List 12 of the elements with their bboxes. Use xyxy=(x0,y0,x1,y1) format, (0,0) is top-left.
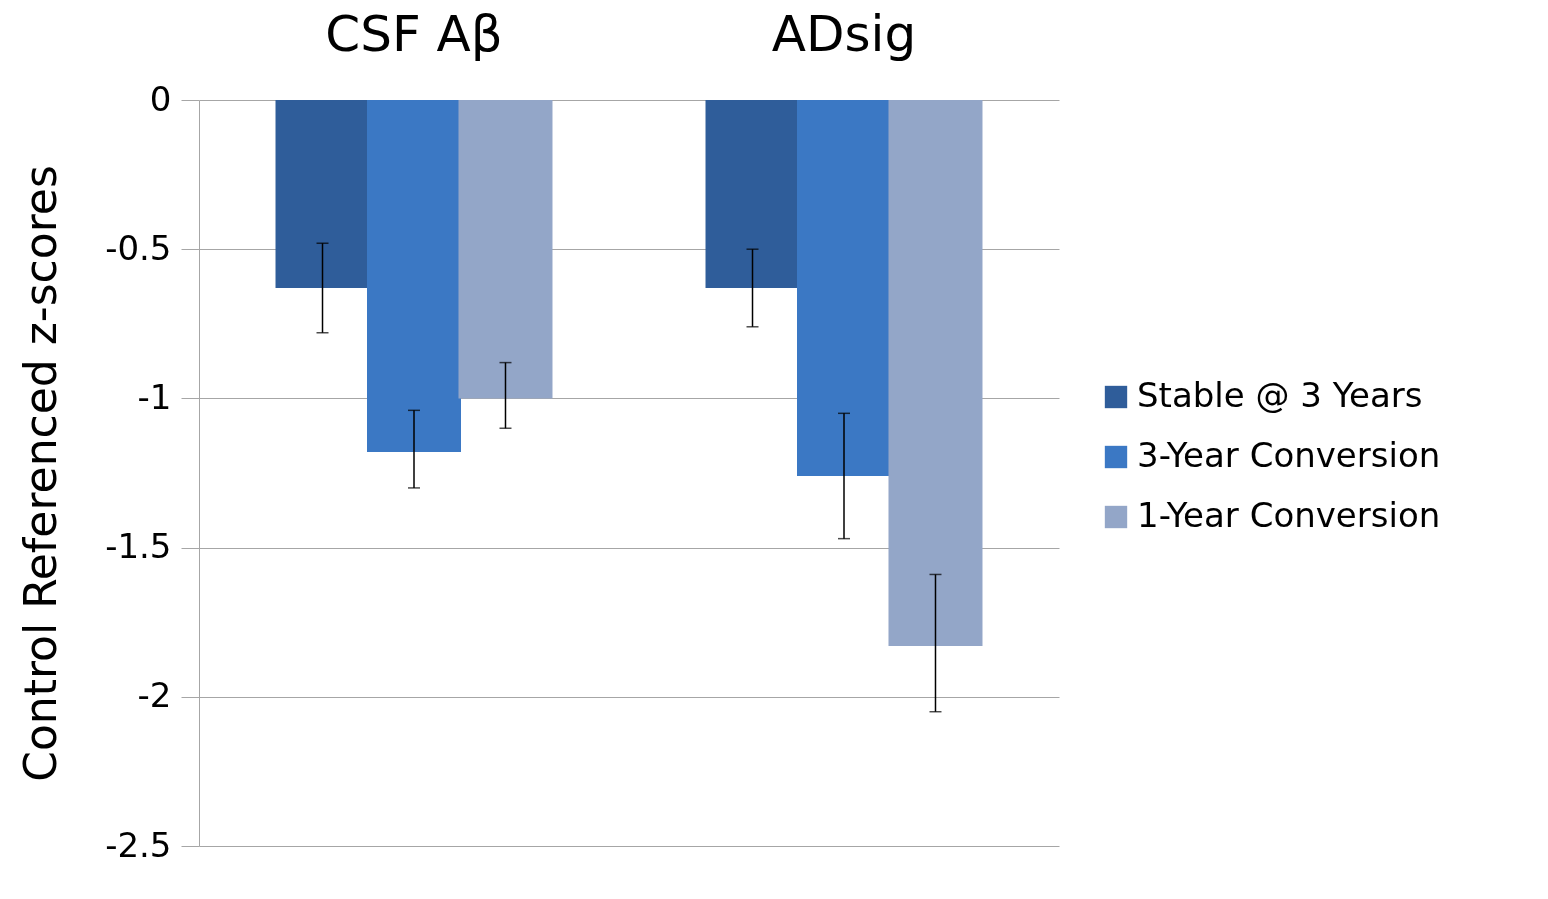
y-tick-label: 0 xyxy=(149,78,172,119)
legend-label: Stable @ 3 Years xyxy=(1137,375,1423,415)
y-tick-label: -2 xyxy=(137,675,172,716)
y-axis-title: Control Referenced z-scores xyxy=(15,165,67,782)
y-tick-label: -1 xyxy=(137,376,172,417)
y-tick-label: -1.5 xyxy=(105,526,172,567)
x-tick-label: ADsig xyxy=(771,4,917,63)
y-tick-label: -2.5 xyxy=(105,824,172,865)
legend-label: 3-Year Conversion xyxy=(1137,435,1441,475)
x-tick-label: CSF Aβ xyxy=(325,4,503,63)
y-tick-label: -0.5 xyxy=(105,227,172,268)
legend-label: 1-Year Conversion xyxy=(1137,495,1441,535)
